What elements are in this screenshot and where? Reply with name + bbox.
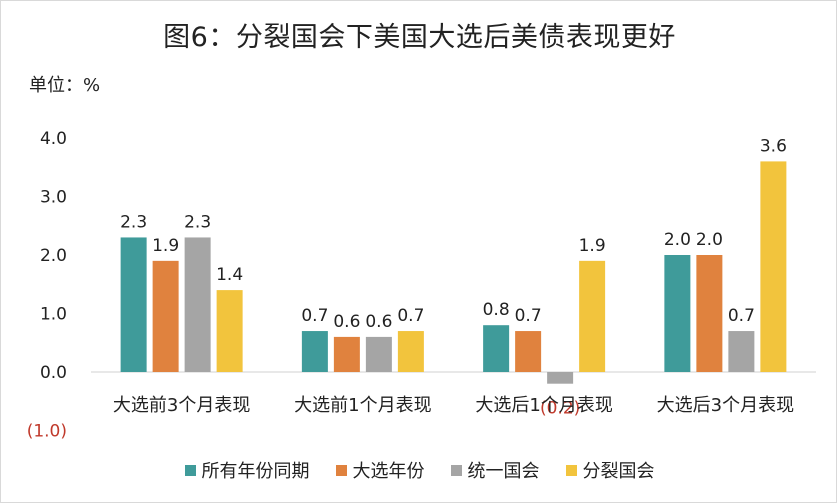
- legend-swatch: [335, 464, 347, 476]
- data-label: 0.7: [301, 306, 328, 326]
- y-tick-label: 1.0: [40, 305, 67, 325]
- legend-label: 统一国会: [467, 461, 540, 482]
- bar: [547, 372, 574, 384]
- x-tick-label: 大选前3个月表现: [113, 395, 250, 416]
- legend-item: 所有年份同期: [184, 457, 310, 483]
- data-label: 1.4: [216, 265, 243, 285]
- legend-label: 分裂国会: [582, 461, 655, 482]
- legend-label: 所有年份同期: [201, 461, 310, 482]
- bar: [152, 260, 179, 372]
- data-label: 0.6: [365, 312, 392, 332]
- bar: [579, 260, 606, 372]
- data-label: 1.9: [579, 236, 606, 256]
- legend-item: 分裂国会: [565, 457, 655, 483]
- chart-title: 图6：分裂国会下美国大选后美债表现更好: [163, 22, 676, 53]
- data-label: 0.6: [333, 312, 360, 332]
- legend-swatch: [450, 464, 462, 476]
- bar: [301, 331, 328, 372]
- y-tick-label: 3.0: [40, 188, 67, 208]
- legend-swatch: [184, 464, 196, 476]
- bar: [216, 290, 243, 372]
- y-tick-label: 4.0: [40, 129, 67, 149]
- y-tick-label: (1.0): [27, 422, 67, 442]
- bar: [184, 237, 211, 372]
- data-label: 0.7: [397, 306, 424, 326]
- data-label: 2.3: [184, 212, 211, 232]
- y-tick-label: 2.0: [40, 246, 67, 266]
- x-tick-label: 大选前1个月表现: [294, 395, 431, 416]
- data-label: 2.3: [120, 212, 147, 232]
- legend-swatch: [565, 464, 577, 476]
- legend-item: 大选年份: [335, 457, 425, 483]
- legend: 所有年份同期 大选年份 统一国会 分裂国会: [1, 457, 837, 483]
- bar: [696, 255, 723, 372]
- bar: [365, 336, 392, 372]
- data-label: 0.7: [728, 306, 755, 326]
- bar: [515, 331, 542, 372]
- data-label: 0.8: [483, 300, 510, 320]
- data-label: 3.6: [760, 136, 787, 156]
- legend-label: 大选年份: [352, 461, 425, 482]
- unit-label: 单位：%: [29, 75, 101, 96]
- data-label: 0.7: [515, 306, 542, 326]
- data-label: (0.2): [540, 399, 580, 419]
- data-label: 2.0: [664, 230, 691, 250]
- x-tick-label: 大选后1个月表现: [475, 395, 612, 416]
- bar: [120, 237, 147, 372]
- bar: [728, 331, 755, 372]
- x-tick-label: 大选后3个月表现: [657, 395, 794, 416]
- y-tick-label: 0.0: [40, 363, 67, 383]
- data-label: 2.0: [696, 230, 723, 250]
- bar: [397, 331, 424, 372]
- bar: [664, 255, 691, 372]
- legend-item: 统一国会: [450, 457, 540, 483]
- bar: [760, 161, 787, 372]
- bar: [333, 336, 360, 372]
- data-label: 1.9: [152, 236, 179, 256]
- bar: [483, 325, 510, 372]
